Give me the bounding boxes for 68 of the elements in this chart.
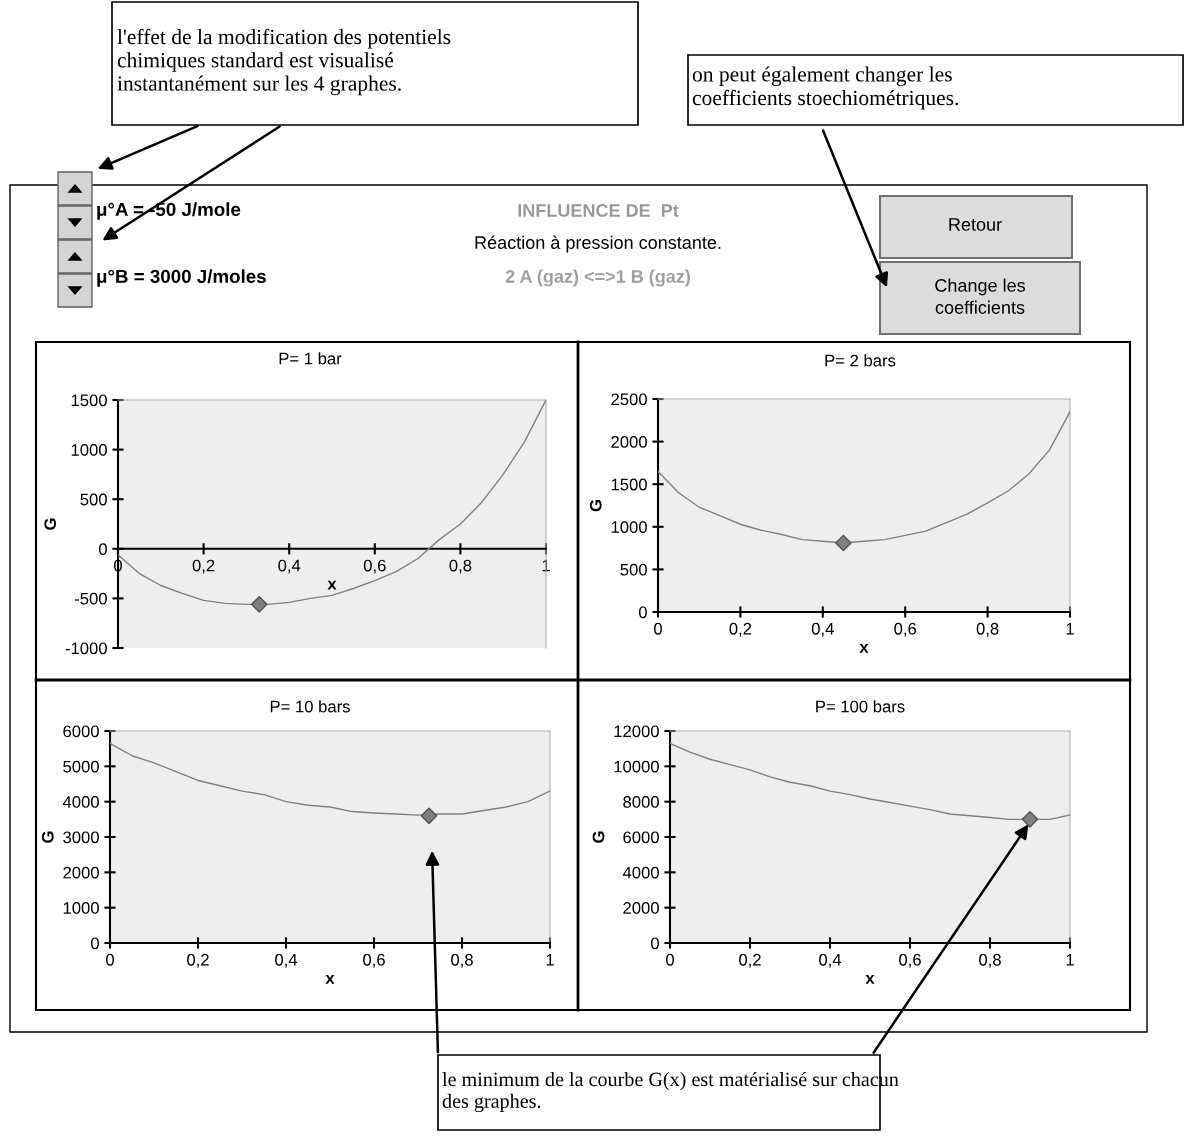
y-tick-label: 500 <box>620 563 647 576</box>
x-tick-label: 0,4 <box>819 953 842 968</box>
y-tick-label: 2500 <box>611 393 647 406</box>
text: 2 A (gaz) <=>1 B (gaz) <box>505 269 690 287</box>
x-tick-label: 0,2 <box>187 953 209 968</box>
x-axis-title: x <box>325 975 335 984</box>
chart-title: P= 100 bars <box>816 700 905 713</box>
y-axis-title: G <box>592 831 605 843</box>
text: μ°A = -50 J/mole <box>97 202 241 220</box>
y-tick-label: 8000 <box>623 796 659 808</box>
x-tick-label: 1 <box>542 559 550 572</box>
x-tick-label: 1 <box>1066 623 1074 635</box>
y-tick-label: -500 <box>74 592 107 605</box>
y-axis-title: G <box>44 518 57 530</box>
y-tick-label: 2000 <box>63 866 99 879</box>
x-tick-label: 0,4 <box>278 559 301 574</box>
chart-title: P= 2 bars <box>825 354 896 367</box>
y-tick-label: 12000 <box>614 725 659 738</box>
x-tick-label: 0,6 <box>899 953 921 968</box>
y-tick-label: 4000 <box>622 866 659 879</box>
x-tick-label: 0,8 <box>976 622 999 637</box>
x-tick-label: 0,8 <box>451 953 473 968</box>
x-tick-label: 0,2 <box>729 622 752 637</box>
chart-title: P= 10 bars <box>270 700 350 713</box>
y-tick-label: 0 <box>98 543 107 555</box>
y-tick-label: 0 <box>90 937 99 950</box>
x-tick-label: 0,6 <box>363 953 385 968</box>
y-axis-title: G <box>589 500 602 512</box>
chart-title: P= 1 bar <box>279 352 342 365</box>
text: on peut également changer les coefficients stoechiométriques. <box>692 66 959 110</box>
x-tick-label: 0,4 <box>811 622 834 637</box>
y-tick-label: 0 <box>638 606 647 619</box>
y-tick-label: 0 <box>650 937 659 950</box>
text: Réaction à pression constante. <box>475 235 721 253</box>
y-tick-label: -1000 <box>65 642 107 655</box>
x-tick-label: 1 <box>1066 954 1074 966</box>
x-tick-label: 0,6 <box>894 622 917 637</box>
text: Retour <box>949 218 1002 231</box>
y-tick-label: 6000 <box>63 725 99 738</box>
x-axis-title: x <box>327 580 337 590</box>
x-tick-label: 0,4 <box>275 953 298 968</box>
x-tick-label: 0,6 <box>363 559 386 574</box>
y-tick-label: 4000 <box>62 796 99 808</box>
x-axis-title: x <box>865 975 875 984</box>
x-tick-label: 0,8 <box>979 953 1001 968</box>
x-tick-label: 0,8 <box>449 559 472 574</box>
x-tick-label: 1 <box>546 954 554 966</box>
x-axis-title: x <box>859 644 869 653</box>
y-tick-label: 3000 <box>63 831 99 844</box>
text: μ°B = 3000 J/moles <box>97 269 266 287</box>
y-axis-title: G <box>41 831 54 843</box>
x-tick-label: 0,2 <box>739 953 761 968</box>
text: INFLUENCE DE Pt <box>518 204 679 217</box>
text: Change les coefficients <box>935 278 1026 314</box>
y-tick-label: 2000 <box>611 436 647 448</box>
y-tick-label: 1000 <box>71 444 107 456</box>
y-tick-label: 1500 <box>611 478 647 491</box>
text: l'effet de la modification des potentiels chimiques standard est visualisé instantanément sur les 4 graphes. <box>117 28 451 96</box>
y-tick-label: 6000 <box>623 831 659 844</box>
y-tick-label: 1000 <box>611 521 647 533</box>
x-tick-label: 0 <box>666 953 674 966</box>
y-tick-label: 1500 <box>71 394 107 407</box>
y-tick-label: 2000 <box>623 902 659 914</box>
y-tick-label: 500 <box>80 493 107 506</box>
y-tick-label: 5000 <box>63 760 99 773</box>
x-tick-label: 0,2 <box>192 559 215 574</box>
y-tick-label: 10000 <box>614 760 659 773</box>
y-tick-label: 1000 <box>63 902 99 914</box>
